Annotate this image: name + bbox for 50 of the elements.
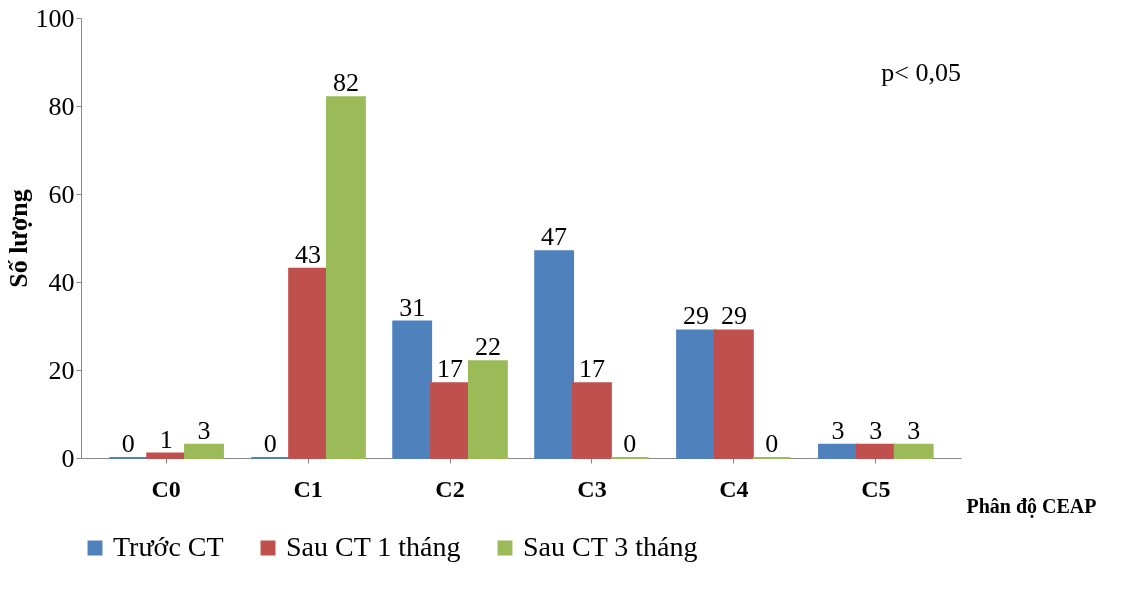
y-tick-label: 80 [48,91,75,121]
annotation: p< 0,05 [881,58,961,87]
y-tick-label: 20 [48,355,75,385]
bar [855,443,896,459]
bar [184,443,224,459]
data-label: 0 [623,429,637,458]
data-label: 29 [683,301,710,331]
x-tick-label: C0 [151,475,181,502]
bar [572,382,612,459]
legend-label: Sau CT 1 tháng [286,531,461,562]
data-label: 43 [295,239,322,269]
bar [392,320,433,459]
data-label: 47 [541,222,568,252]
data-label: 3 [197,415,211,445]
bar [676,329,716,459]
y-tick-label: 0 [61,443,75,473]
y-tick-label: 60 [48,179,75,209]
bar [713,329,754,459]
bar [288,267,329,459]
data-label: 1 [159,424,173,454]
x-tick-label: C4 [719,475,749,502]
data-label: 3 [907,415,921,445]
bar [326,96,366,459]
bar [146,452,187,459]
bar [467,360,508,459]
y-tick-label: 40 [48,267,75,297]
data-label: 22 [474,332,501,362]
bar [430,382,470,459]
legend-label: Sau CT 3 tháng [523,531,698,562]
legend-label: Trước CT [113,531,224,562]
data-label: 17 [578,354,605,384]
data-label: 31 [399,292,426,322]
bar [818,443,858,459]
data-label: 0 [121,429,135,458]
data-label: 3 [831,415,845,445]
x-tick-label: C3 [577,475,607,502]
x-tick-label: C2 [435,475,465,502]
bar [893,443,934,459]
data-label: 17 [437,354,464,384]
x-tick-label: C1 [293,475,323,502]
data-label: 82 [332,68,359,98]
y-tick-label: 100 [35,3,75,33]
x-axis-title: Phân độ CEAP [966,494,1097,518]
y-axis-title: Số lượng [3,189,33,288]
data-label: 0 [263,429,277,458]
data-label: 0 [765,429,779,458]
data-label: 3 [869,415,883,445]
data-label: 29 [720,301,747,331]
bar [534,250,575,459]
x-tick-label: C5 [861,475,891,502]
